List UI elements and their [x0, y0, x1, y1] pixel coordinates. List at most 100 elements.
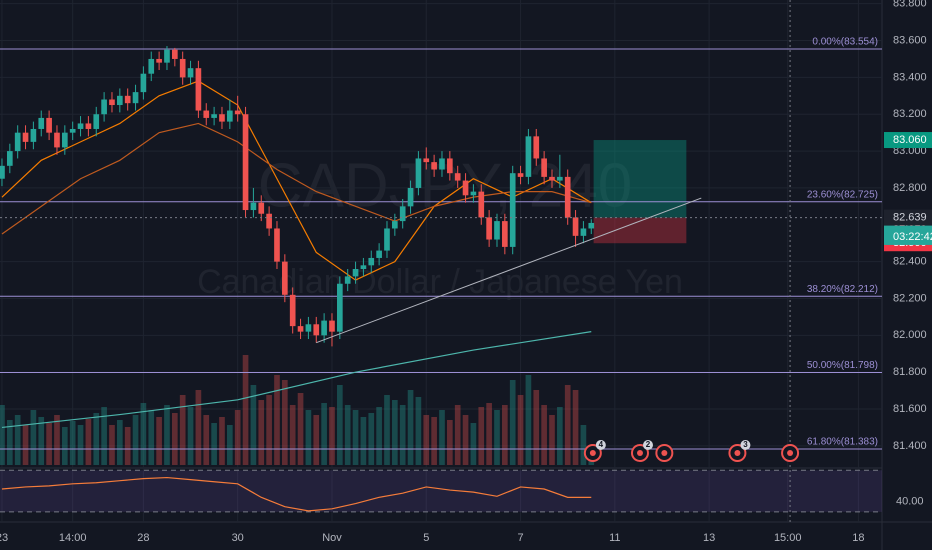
candle-body: [77, 123, 84, 129]
volume-bar: [392, 400, 398, 465]
candle-body: [242, 114, 249, 211]
candle-body: [274, 228, 280, 262]
volume-bar: [274, 375, 280, 465]
volume-bar: [376, 407, 382, 465]
candle-body: [305, 324, 312, 332]
volume-bar: [54, 415, 60, 465]
volume-bar: [242, 355, 249, 465]
volume-bar: [22, 425, 29, 465]
fib-label: 50.00%(81.798): [807, 360, 878, 371]
volume-bar: [69, 421, 76, 465]
moving-average: [1, 122, 592, 235]
moving-average: [1, 80, 592, 281]
volume-bar: [140, 403, 147, 465]
candle-body: [588, 222, 595, 229]
event-badge: [595, 440, 606, 450]
x-tick-label: 15:00: [774, 532, 802, 544]
candle-body: [344, 276, 351, 284]
candle-body: [549, 176, 555, 181]
y-tick-label: 83.800: [893, 0, 927, 10]
event-dot: [787, 450, 794, 456]
candle-body: [337, 283, 343, 332]
volume-bar: [227, 425, 233, 465]
candle-body: [368, 257, 375, 266]
candle-body: [525, 136, 532, 177]
volume-bar: [439, 410, 445, 465]
candle-body: [61, 132, 68, 148]
volume-bar: [525, 375, 532, 465]
volume-bar: [132, 415, 139, 465]
volume-bar: [533, 390, 540, 465]
volume-bar: [344, 405, 351, 465]
y-tick-label: 83.600: [893, 34, 927, 46]
volume-bar: [187, 407, 194, 465]
candle-body: [541, 158, 547, 177]
candle-body: [392, 221, 398, 229]
target-price-label-box: [884, 132, 932, 149]
volume-bar: [164, 405, 170, 465]
event-badge-label: 2: [646, 440, 651, 449]
candle-body: [109, 99, 115, 106]
candle-body: [30, 128, 37, 142]
stop-zone: [593, 217, 687, 244]
x-tick-label: 28: [137, 532, 149, 544]
x-tick-label: 7: [517, 532, 523, 544]
event-badge-label: 3: [743, 440, 748, 449]
candle-body: [384, 228, 390, 251]
y-tick-label: 82.000: [893, 329, 927, 341]
candle-body: [572, 217, 579, 236]
event-dot: [636, 450, 643, 456]
volume-bar: [6, 420, 13, 465]
y-tick-label: 82.400: [893, 256, 927, 268]
volume-bar: [234, 410, 241, 465]
target-zone: [593, 140, 687, 218]
volume-bar: [148, 410, 155, 465]
candle-body: [360, 265, 367, 270]
event-dot: [589, 450, 596, 456]
candle-body: [14, 132, 21, 152]
x-tick-label: 14:00: [59, 532, 87, 544]
x-tick-label: 30: [232, 532, 244, 544]
candle-body: [203, 110, 210, 118]
volume-bar: [93, 413, 100, 465]
fib-label: 38.20%(82.212): [807, 284, 878, 295]
watermark-symbol: CADJPY, 240: [258, 151, 633, 220]
x-tick-label: 11: [609, 532, 620, 544]
candle-body: [187, 68, 194, 78]
candle-body: [266, 213, 272, 229]
candle-body: [54, 132, 60, 148]
candle-body: [580, 228, 587, 236]
volume-bar: [470, 423, 477, 465]
event-dot: [661, 450, 668, 456]
rsi-tick-label: 40.00: [896, 495, 924, 507]
watermark-name: Canadian Dollar / Japanese Yen: [197, 263, 683, 301]
volume-bar: [321, 403, 327, 465]
volume-bar: [399, 405, 406, 465]
candle-body: [423, 158, 430, 163]
fib-label: 0.00%(83.554): [812, 37, 878, 48]
candle-body: [250, 202, 257, 211]
volume-bar: [407, 390, 414, 465]
candle-body: [171, 49, 178, 59]
candle-body: [494, 221, 500, 240]
volume-bar: [549, 415, 555, 465]
candle-body: [116, 95, 123, 106]
event-badge: [740, 440, 751, 450]
y-tick-label: 82.800: [893, 182, 927, 194]
candle-body: [156, 58, 162, 63]
candle-body: [399, 206, 406, 222]
volume-bar: [61, 427, 68, 465]
volume-bar: [486, 403, 492, 465]
candle-body: [85, 123, 92, 129]
candle-body: [502, 221, 508, 247]
candle-body: [148, 58, 155, 74]
candle-body: [509, 173, 516, 247]
candle-body: [470, 191, 477, 196]
volume-bar: [509, 380, 516, 465]
candle-body: [132, 92, 139, 104]
volume-bar: [14, 415, 21, 465]
volume-bar: [77, 425, 84, 465]
volume-bar: [116, 420, 123, 465]
